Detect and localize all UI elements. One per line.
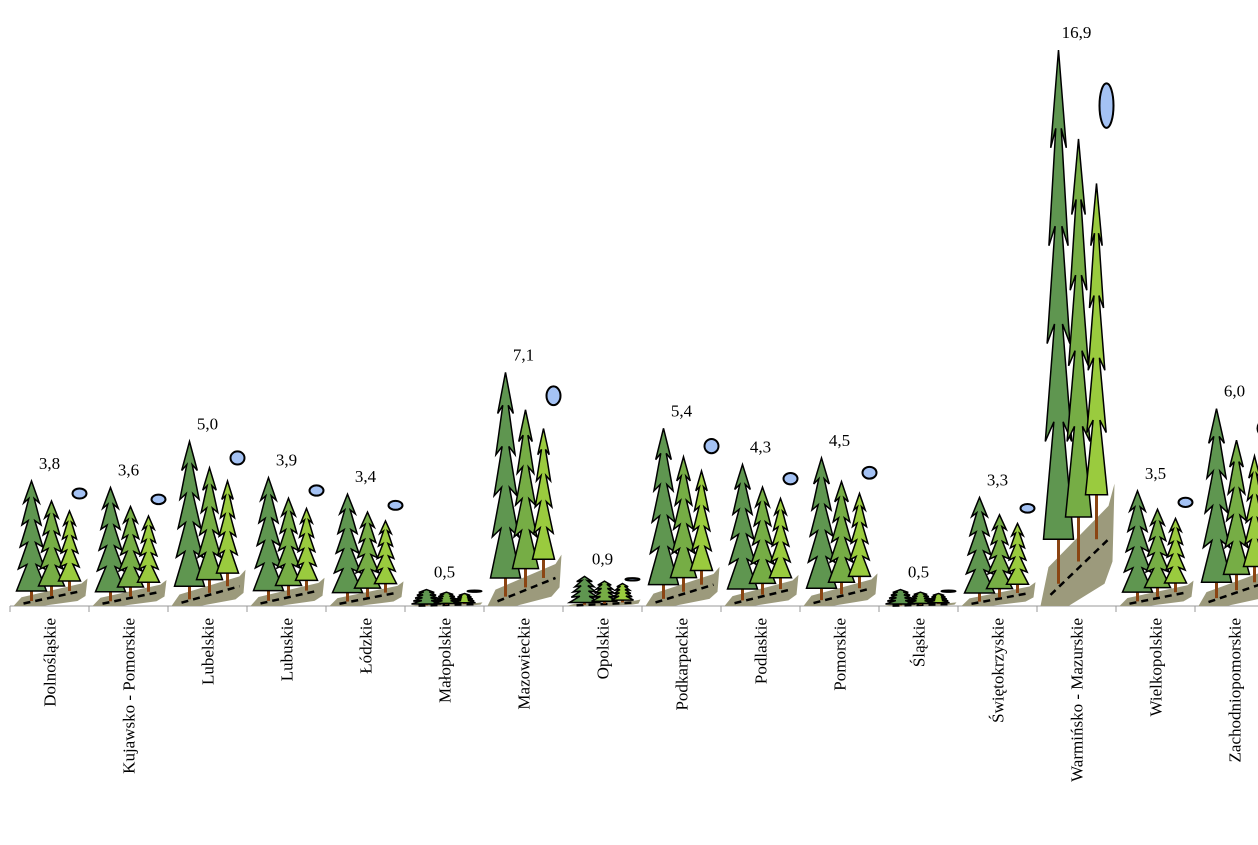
- tree: [17, 481, 47, 591]
- tree: [770, 498, 792, 577]
- x-tick-label: Podkarpackie: [673, 618, 692, 711]
- cloud: [73, 488, 87, 498]
- tree: [1044, 50, 1074, 539]
- tree: [849, 493, 871, 576]
- x-tick-label: Wielkopolskie: [1147, 618, 1166, 716]
- x-tick-label: Zachodniopomorskie: [1226, 618, 1245, 762]
- tree: [1244, 456, 1258, 567]
- tree: [1086, 183, 1108, 494]
- data-label: 4,5: [829, 431, 850, 450]
- cloud: [547, 386, 561, 405]
- tree: [649, 428, 679, 584]
- tree: [728, 465, 758, 589]
- bar: [1199, 409, 1258, 606]
- data-label: 3,5: [1145, 464, 1166, 483]
- tree: [59, 511, 81, 581]
- bar: [567, 576, 641, 606]
- tree: [375, 521, 397, 584]
- tree: [333, 494, 363, 592]
- cloud: [1100, 83, 1114, 127]
- data-label: 0,5: [908, 563, 929, 582]
- cloud: [942, 591, 956, 592]
- tree: [491, 372, 521, 578]
- data-label: 7,1: [513, 345, 534, 364]
- cloud: [1021, 504, 1035, 513]
- x-tick-label: Opolskie: [594, 618, 613, 679]
- bar: [409, 590, 483, 606]
- data-label: 3,3: [987, 470, 1008, 489]
- x-tick-label: Warmińsko - Mazurskie: [1068, 618, 1087, 782]
- data-label: 0,5: [434, 563, 455, 582]
- x-tick-label: Śląskie: [910, 618, 929, 667]
- tree: [691, 471, 713, 570]
- data-label: 5,4: [671, 401, 693, 420]
- cloud: [389, 501, 403, 510]
- tree: [928, 593, 950, 602]
- bar: [172, 442, 246, 606]
- cloud: [863, 467, 877, 479]
- cloud: [468, 591, 482, 592]
- bar: [883, 590, 957, 606]
- bar: [488, 372, 562, 606]
- tree: [1165, 518, 1187, 582]
- bar: [1041, 50, 1115, 606]
- cloud: [784, 473, 798, 484]
- x-tick-label: Lubelskie: [199, 618, 218, 685]
- cloud: [1179, 498, 1193, 507]
- x-tick-label: Lubuskie: [278, 618, 297, 681]
- tree: [454, 593, 476, 602]
- cloud: [152, 495, 166, 504]
- x-tick-label: Kujawsko - Pomorskie: [120, 618, 139, 774]
- tree: [807, 458, 837, 588]
- x-tick-label: Łódzkie: [357, 618, 376, 674]
- data-label: 3,6: [118, 461, 139, 480]
- data-label: 6,0: [1224, 382, 1245, 401]
- tree: [96, 488, 126, 592]
- bar: [330, 494, 404, 606]
- bar: [14, 481, 88, 606]
- cloud: [626, 578, 640, 580]
- cloud: [231, 451, 245, 464]
- tree: [1123, 491, 1153, 592]
- x-tick-label: Dolnośląskie: [41, 618, 60, 707]
- data-label: 5,0: [197, 415, 218, 434]
- data-label: 3,4: [355, 467, 377, 486]
- x-tick-label: Mazowieckie: [515, 618, 534, 710]
- cloud: [310, 485, 324, 495]
- data-label: 3,8: [39, 454, 60, 473]
- bar: [1120, 491, 1194, 606]
- tree: [533, 428, 555, 559]
- tree: [1007, 523, 1029, 584]
- x-tick-label: Małopolskie: [436, 618, 455, 703]
- bar: [725, 465, 799, 606]
- x-tick-label: Pomorskie: [831, 618, 850, 691]
- tree: [1202, 409, 1232, 583]
- cloud: [705, 439, 719, 453]
- tree: [254, 478, 284, 591]
- bar: [804, 458, 878, 606]
- tree: [296, 508, 318, 580]
- data-label: 3,9: [276, 451, 297, 470]
- tree: [217, 481, 239, 573]
- bar: [93, 488, 167, 606]
- tree: [612, 583, 634, 600]
- data-label: 16,9: [1062, 23, 1092, 42]
- bar: [962, 497, 1036, 606]
- tree: [965, 497, 995, 593]
- data-label: 4,3: [750, 438, 771, 457]
- x-tick-label: Podlaskie: [752, 618, 771, 684]
- bar: [251, 478, 325, 606]
- tree: [175, 442, 205, 587]
- data-label: 0,9: [592, 549, 613, 568]
- x-tick-label: Świętokrzyskie: [989, 618, 1008, 723]
- tree: [138, 516, 160, 582]
- bar: [646, 428, 720, 606]
